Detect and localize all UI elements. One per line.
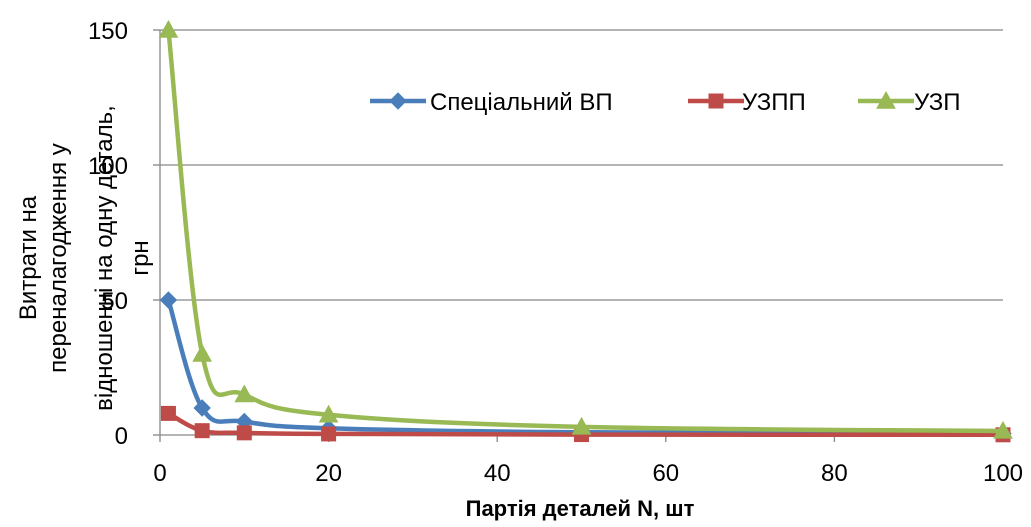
legend-label-2: УЗП — [914, 89, 960, 116]
series-layer — [158, 19, 1013, 443]
data-point-0-0 — [159, 291, 178, 309]
y-axis-title-line-2: переналагодження у — [45, 143, 72, 373]
legend-label-1: УЗПП — [742, 89, 806, 116]
data-point-1-3 — [321, 426, 337, 442]
xtick-label-100: 100 — [983, 460, 1023, 487]
legend-marker-1 — [708, 93, 724, 109]
legend: Спеціальний ВП УЗПП УЗП — [370, 89, 960, 116]
data-point-2-5 — [993, 420, 1013, 439]
xtick-label-60: 60 — [652, 460, 679, 487]
data-point-0-1 — [193, 399, 211, 417]
data-point-2-4 — [571, 416, 592, 435]
data-point-2-0 — [158, 19, 179, 38]
series-line-2 — [166, 29, 1004, 434]
series-line-0 — [166, 299, 1004, 436]
tick-labels: 0 50 100 150 0 20 40 60 80 100 — [88, 18, 1023, 487]
legend-item-1: УЗПП — [688, 89, 806, 116]
series-0 — [159, 291, 1012, 443]
y-axis-title-line-1: Витрати на — [15, 195, 42, 320]
ytick-label-50: 50 — [101, 288, 128, 315]
data-point-2-2 — [234, 384, 255, 403]
data-point-2-1 — [192, 343, 212, 362]
data-point-1-0 — [160, 405, 176, 421]
data-point-2-3 — [318, 404, 339, 423]
legend-item-2: УЗП — [858, 89, 960, 116]
ytick-label-150: 150 — [88, 18, 128, 45]
data-point-1-1 — [194, 423, 210, 439]
legend-marker-0 — [389, 92, 407, 110]
xtick-label-80: 80 — [821, 460, 848, 487]
ytick-label-100: 100 — [88, 153, 128, 180]
y-axis-title-line-3: відношенні на одну деталь, — [91, 105, 118, 411]
y-axis-title-line-4: грн — [127, 240, 154, 275]
legend-marker-2 — [876, 90, 896, 109]
xtick-label-20: 20 — [315, 460, 342, 487]
x-axis-title: Партія деталей N, шт — [466, 496, 695, 521]
grid-lines — [160, 29, 1003, 301]
series-2 — [158, 19, 1013, 439]
ytick-label-0: 0 — [115, 423, 128, 450]
xtick-label-0: 0 — [153, 460, 166, 487]
data-point-1-2 — [236, 425, 252, 441]
legend-item-0: Спеціальний ВП — [370, 89, 613, 116]
y-axis-title: Витрати на переналагодження у відношенні… — [15, 105, 154, 411]
xtick-label-40: 40 — [484, 460, 511, 487]
legend-label-0: Спеціальний ВП — [430, 89, 613, 116]
